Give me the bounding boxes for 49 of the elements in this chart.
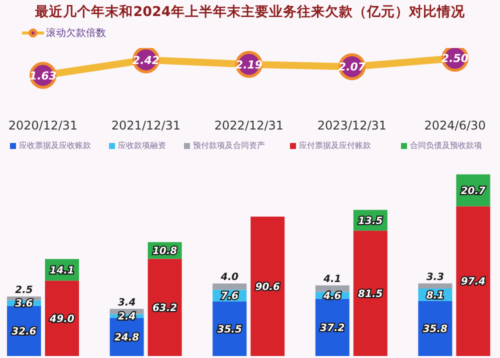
data-label: 3.3 bbox=[426, 272, 444, 283]
data-label: 7.6 bbox=[220, 291, 238, 302]
data-label: 8.1 bbox=[426, 290, 444, 302]
data-label: 3.4 bbox=[118, 298, 136, 309]
data-label: 14.1 bbox=[50, 265, 74, 276]
data-label: 2.19 bbox=[235, 58, 263, 72]
bar bbox=[45, 280, 79, 356]
data-label: 35.5 bbox=[217, 324, 242, 336]
data-label: 63.2 bbox=[152, 302, 178, 314]
bar bbox=[250, 216, 285, 356]
legend-label: 预付款项及合同资产 bbox=[193, 140, 265, 151]
data-label: 35.8 bbox=[422, 324, 448, 336]
x-tick-label: 2023/12/31 bbox=[317, 118, 387, 133]
data-label: 32.6 bbox=[12, 326, 36, 338]
data-label: 81.5 bbox=[358, 288, 383, 300]
legend-label: 应收款项融资 bbox=[118, 140, 166, 151]
x-tick-label: 2022/12/31 bbox=[214, 118, 284, 133]
data-label: 4.6 bbox=[322, 290, 342, 302]
data-label: 2.42 bbox=[132, 54, 160, 67]
bar bbox=[148, 258, 182, 356]
data-label: 4.0 bbox=[220, 272, 238, 284]
data-label: 13.5 bbox=[358, 216, 383, 227]
legend-label: 合同负债及预收款项 bbox=[410, 140, 482, 151]
data-label: 2.5 bbox=[15, 285, 33, 296]
chart-title: 最近几个年末和2024年上半年末主要业务往来欠款（亿元）对比情况 bbox=[34, 3, 466, 21]
legend-label: 滚动欠款倍数 bbox=[46, 26, 106, 40]
data-label: 2.4 bbox=[118, 312, 136, 323]
x-tick-label: 2020/12/31 bbox=[8, 118, 78, 133]
data-label: 97.4 bbox=[460, 276, 486, 288]
data-label: 2.50 bbox=[441, 52, 469, 66]
data-label: 90.6 bbox=[255, 282, 280, 293]
data-label: 20.7 bbox=[460, 186, 486, 197]
bar bbox=[353, 230, 388, 356]
data-label: 37.2 bbox=[320, 322, 345, 334]
legend-label: 应付票据及应付账款 bbox=[299, 140, 371, 151]
x-tick-label: 2024/6/30 bbox=[424, 118, 486, 133]
x-tick-label: 2021/12/31 bbox=[111, 118, 181, 133]
data-label: 1.63 bbox=[29, 69, 57, 82]
bar bbox=[212, 284, 247, 290]
data-label: 2.07 bbox=[338, 60, 366, 74]
bar bbox=[456, 206, 490, 356]
legend-label: 应收票据及应收账款 bbox=[19, 140, 91, 151]
bar bbox=[418, 283, 452, 288]
data-label: 3.6 bbox=[15, 298, 33, 310]
bar bbox=[315, 285, 350, 292]
data-label: 10.8 bbox=[152, 246, 178, 258]
data-label: 4.1 bbox=[322, 274, 342, 285]
data-label: 24.8 bbox=[114, 332, 140, 344]
data-label: 49.0 bbox=[48, 314, 74, 325]
